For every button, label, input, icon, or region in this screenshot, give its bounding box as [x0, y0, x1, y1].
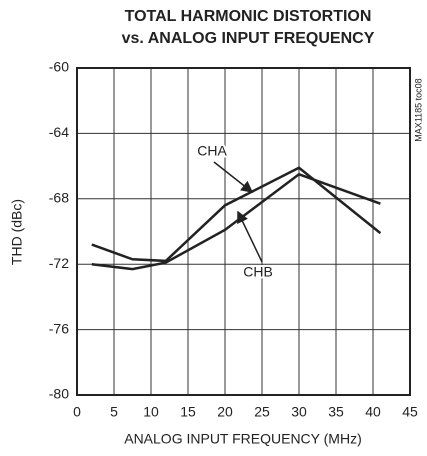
y-tick-label: -68 [49, 190, 69, 206]
x-tick-label: 25 [254, 404, 270, 420]
x-tick-label: 0 [73, 404, 81, 420]
x-tick-label: 40 [365, 404, 381, 420]
chart-title: TOTAL HARMONIC DISTORTION [125, 8, 372, 25]
series-label: CHA [197, 143, 227, 159]
annotation-arrow [237, 210, 263, 263]
x-tick-label: 10 [143, 404, 159, 420]
y-tick-label: -72 [49, 255, 69, 271]
x-tick-label: 35 [328, 404, 344, 420]
x-tick-label: 30 [291, 404, 307, 420]
y-tick-label: -60 [49, 59, 69, 75]
x-tick-label: 20 [217, 404, 233, 420]
x-tick-label: 45 [402, 404, 418, 420]
x-tick-label: 5 [110, 404, 118, 420]
side-note: MAX1185 toc08 [413, 78, 423, 141]
y-tick-label: -80 [49, 386, 69, 402]
x-tick-label: 15 [180, 404, 196, 420]
series-label: CHB [243, 264, 273, 280]
series-line [91, 172, 381, 271]
chart-title: vs. ANALOG INPUT FREQUENCY [122, 30, 375, 47]
y-tick-label: -64 [49, 124, 69, 140]
annotation-arrow [213, 161, 254, 193]
plot-frame [76, 67, 411, 396]
series-line [91, 166, 382, 263]
y-tick-label: -76 [49, 320, 69, 336]
y-axis-label: THD (dBc) [9, 199, 25, 265]
x-axis-label: ANALOG INPUT FREQUENCY (MHz) [124, 431, 362, 447]
